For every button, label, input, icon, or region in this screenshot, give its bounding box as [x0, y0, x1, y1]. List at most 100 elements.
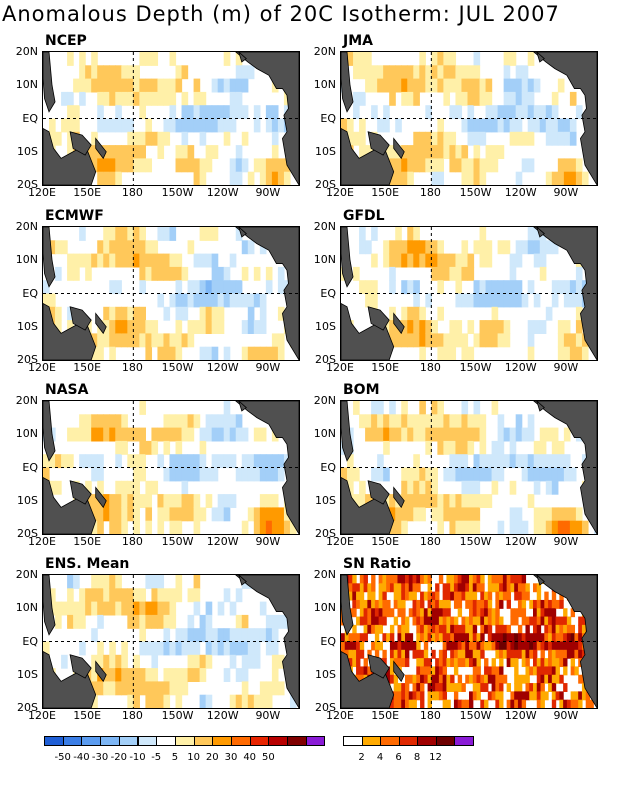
- field-cell: [487, 641, 493, 651]
- field-cell: [544, 666, 549, 676]
- field-cell: [133, 65, 140, 80]
- field-cell: [446, 699, 451, 708]
- field-cell: [181, 158, 189, 173]
- field-cell: [423, 666, 429, 676]
- field-cell: [97, 575, 104, 589]
- field-cell: [397, 608, 402, 618]
- land-mass: [95, 137, 107, 160]
- field-cell: [563, 633, 568, 643]
- field-cell: [199, 694, 207, 708]
- field-cell: [419, 467, 426, 482]
- field-cell: [438, 599, 444, 609]
- field-cell: [377, 118, 384, 133]
- field-cell: [455, 253, 463, 268]
- field-cell: [435, 599, 440, 609]
- field-cell: [133, 588, 140, 603]
- field-cell: [431, 240, 438, 255]
- field-cell: [73, 105, 80, 120]
- field-cell: [509, 91, 517, 106]
- field-cell: [514, 658, 519, 668]
- field-cell: [259, 293, 267, 308]
- field-cell: [401, 520, 408, 534]
- field-cell: [472, 591, 478, 601]
- field-cell: [431, 480, 438, 495]
- land-mass: [393, 312, 405, 335]
- field-cell: [569, 520, 577, 534]
- field-cell: [363, 599, 368, 609]
- field-cell: [121, 118, 128, 133]
- field-cell: [551, 480, 559, 495]
- field-cell: [419, 346, 426, 360]
- field-cell: [217, 454, 225, 469]
- land-mass: [238, 52, 247, 63]
- field-cell: [199, 306, 207, 321]
- field-cell: [515, 414, 523, 429]
- field-cell: [223, 668, 231, 682]
- field-cell: [181, 414, 189, 429]
- field-cell: [431, 674, 436, 684]
- field-cell: [450, 633, 455, 643]
- field-cell: [356, 674, 361, 684]
- field-cell: [217, 628, 225, 643]
- field-cell: [515, 118, 523, 133]
- field-cell: [453, 641, 459, 651]
- field-cell: [517, 608, 523, 618]
- field-cell: [223, 494, 231, 508]
- field-cell: [401, 401, 408, 415]
- field-cell: [353, 65, 360, 80]
- field-cell: [533, 227, 541, 241]
- field-cell: [533, 320, 541, 334]
- field-cell: [386, 575, 391, 584]
- field-cell: [514, 641, 519, 651]
- y-tick-label: 20S: [17, 353, 38, 366]
- field-cell: [175, 266, 183, 281]
- field-cell: [133, 91, 140, 106]
- field-cell: [533, 240, 541, 255]
- field-cell: [506, 683, 512, 692]
- field-cell: [544, 658, 549, 668]
- field-cell: [480, 583, 485, 593]
- colorbar-swatch: [343, 736, 363, 746]
- field-cell: [386, 608, 391, 618]
- field-cell: [205, 227, 213, 241]
- colorbar-label: -40: [73, 752, 90, 763]
- field-cell: [393, 583, 399, 593]
- field-cell: [175, 641, 183, 656]
- field-cell: [420, 699, 425, 708]
- field-cell: [450, 641, 455, 651]
- field-cell: [491, 583, 496, 593]
- field-cell: [389, 494, 396, 508]
- panel-title: JMA: [343, 33, 373, 49]
- field-cell: [127, 480, 134, 495]
- field-cell: [163, 681, 171, 696]
- field-cell: [413, 293, 420, 308]
- field-cell: [223, 641, 231, 656]
- field-cell: [544, 591, 549, 601]
- field-cell: [521, 293, 529, 308]
- field-cell: [449, 131, 457, 146]
- field-cell: [431, 266, 438, 281]
- field-cell: [401, 78, 408, 93]
- field-cell: [401, 333, 408, 348]
- field-cell: [109, 158, 116, 173]
- field-cell: [413, 240, 420, 255]
- field-cell: [540, 674, 545, 684]
- field-cell: [353, 52, 360, 66]
- field-cell: [199, 280, 207, 295]
- field-cell: [193, 414, 201, 429]
- field-cell: [437, 78, 444, 93]
- field-cell: [438, 575, 444, 584]
- field-cell: [563, 320, 571, 334]
- field-cell: [533, 666, 538, 676]
- field-cell: [145, 668, 153, 682]
- field-cell: [506, 658, 512, 668]
- field-cell: [563, 118, 571, 133]
- field-cell: [193, 654, 201, 669]
- field-cell: [181, 105, 189, 120]
- field-cell: [181, 668, 189, 682]
- field-cell: [495, 575, 500, 584]
- field-cell: [175, 346, 183, 360]
- field-cell: [499, 666, 504, 676]
- field-cell: [449, 253, 457, 268]
- field-cell: [61, 654, 68, 669]
